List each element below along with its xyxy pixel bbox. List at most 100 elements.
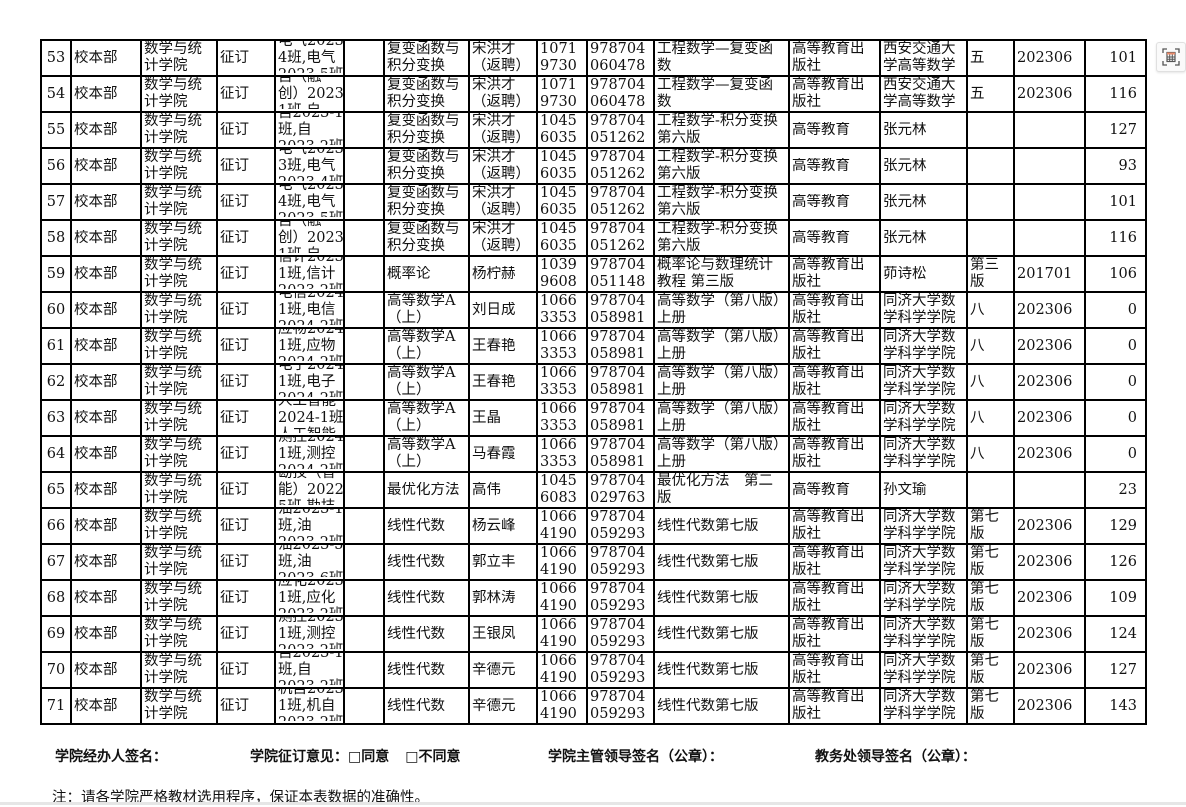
course-code-cell-text: 106641903 <box>540 617 577 650</box>
campus-cell: 校本部 <box>70 147 142 185</box>
author-cell: 同济大学数学科学学院 <box>879 399 968 437</box>
publish-date-cell: 202306 <box>1013 363 1086 401</box>
edition-cell: 第七版 <box>966 687 1015 725</box>
publish-date-cell-text: 201701 <box>1017 265 1073 282</box>
isbn-cell-text: 9787040592931 <box>590 653 646 686</box>
course-cell: 复变函数与积分变换 <box>383 219 470 257</box>
quantity-cell-text: 116 <box>1109 85 1137 102</box>
edition-cell-text: 第七版 <box>970 689 999 722</box>
class-line: 2023-2班 <box>278 535 343 541</box>
college-cell: 数学与统计学院 <box>140 363 218 401</box>
publisher-cell: 高等教育出版社 <box>788 255 881 293</box>
college-cell: 数学与统计学院 <box>140 651 218 689</box>
row-number-text: 53 <box>46 49 66 66</box>
row-number-text: 70 <box>46 661 66 678</box>
edition-cell-text: 五 <box>970 49 985 66</box>
class-cell: 自（融创）2023-1班,自 <box>274 219 345 257</box>
edition-cell: 第七版 <box>966 651 1015 689</box>
author-cell: 孙文瑜 <box>879 471 968 509</box>
publish-date-cell: 202306 <box>1013 291 1086 329</box>
book-title-cell-text: 线性代数第七版 <box>657 553 759 570</box>
order-type-cell: 征订 <box>216 363 276 401</box>
course-cell-text: 概率论 <box>387 265 431 282</box>
order-type-cell-text: 征订 <box>220 517 249 534</box>
publish-date-cell-text: 202306 <box>1017 301 1073 318</box>
table-row: 63校本部数学与统计学院征订人工智能2024-1班,人工智能高等数学A（上）王晶… <box>40 399 1147 437</box>
class-line: 人工智能 <box>278 401 336 409</box>
edition-cell: 五 <box>966 39 1015 77</box>
campus-cell: 校本部 <box>70 579 142 617</box>
course-cell-text: 复变函数与积分变换 <box>387 113 460 146</box>
campus-cell-text: 校本部 <box>74 85 118 102</box>
table-row: 60 校本部 数学与统计学院 征订 电信2024-1班,电信2024-2班 高等数学A（上… <box>40 291 1147 329</box>
course-code-cell-text: 104560354 <box>540 149 577 182</box>
order-type-cell-text: 征订 <box>220 337 249 354</box>
book-title-cell: 最优化方法 第二版 <box>653 471 790 509</box>
campus-cell-text: 校本部 <box>74 373 118 390</box>
edition-cell-text: 第七版 <box>970 617 999 650</box>
publisher-cell: 高等教育 <box>788 219 881 257</box>
order-type-cell: 征订 <box>216 183 276 221</box>
publisher-cell-text: 高等教育 <box>792 121 850 138</box>
blank-cell <box>343 75 385 113</box>
publish-date-cell <box>1013 147 1086 185</box>
isbn-cell-text: 9787040512625 <box>590 113 646 146</box>
isbn-cell: 9787040589818 <box>586 291 655 329</box>
class-line: 电子2024- <box>278 365 343 373</box>
campus-cell-text: 校本部 <box>74 265 118 282</box>
course-cell-text: 线性代数 <box>387 517 445 534</box>
course-cell-text: 复变函数与积分变换 <box>387 77 460 110</box>
course-code-cell: 106641903 <box>536 651 588 689</box>
row-number: 53 <box>40 39 72 77</box>
publisher-cell: 高等教育出版社 <box>788 687 881 725</box>
table-view-button[interactable] <box>1156 42 1186 72</box>
edition-cell-text: 五 <box>970 85 985 102</box>
teacher-cell-text: 郭林涛 <box>472 589 516 606</box>
course-cell-text: 复变函数与积分变换 <box>387 149 460 182</box>
book-title-cell: 线性代数第七版 <box>653 543 790 581</box>
campus-cell: 校本部 <box>70 363 142 401</box>
class-cell: 电气2023-3班,电气2023-4班 <box>274 147 345 185</box>
isbn-cell: 9787040589818 <box>586 327 655 365</box>
order-type-cell-text: 征订 <box>220 229 249 246</box>
class-line: 信计2023- <box>278 257 343 265</box>
quantity-cell: 129 <box>1084 507 1147 545</box>
isbn-cell: 9787040512625 <box>586 147 655 185</box>
course-code-cell-text: 104560354 <box>540 185 577 218</box>
edition-cell-text: 第七版 <box>970 509 999 542</box>
teacher-cell: 杨柠赫 <box>468 255 538 293</box>
quantity-cell-text: 101 <box>1109 49 1137 66</box>
order-type-cell-text: 征订 <box>220 49 249 66</box>
college-cell: 数学与统计学院 <box>140 543 218 581</box>
book-title-cell: 工程数学-积分变换 第六版 <box>653 147 790 185</box>
edition-cell <box>966 219 1015 257</box>
class-cell: 应化2023-1班,应化2023-2班 <box>274 579 345 617</box>
isbn-cell-text: 9787040589818 <box>590 329 646 362</box>
blank-cell <box>343 255 385 293</box>
isbn-cell: 9787040592931 <box>586 579 655 617</box>
author-cell-text: 同济大学数学科学学院 <box>883 293 956 326</box>
teacher-cell: 宋洪才（返聘） <box>468 183 538 221</box>
blank-cell <box>343 147 385 185</box>
book-title-cell: 高等数学（第八版）上册 <box>653 399 790 437</box>
class-line: 班,自 <box>278 122 312 138</box>
blank-cell <box>343 471 385 509</box>
quantity-cell-text: 129 <box>1109 517 1137 534</box>
row-number-text: 55 <box>46 121 66 138</box>
college-cell-text: 数学与统计学院 <box>144 401 202 434</box>
row-number: 70 <box>40 651 72 689</box>
author-cell-text: 西安交通大学高等数学 <box>883 77 956 110</box>
course-cell-text: 线性代数 <box>387 625 445 642</box>
book-title-cell-text: 高等数学（第八版）上册 <box>657 365 781 398</box>
publisher-cell-text: 高等教育 <box>792 481 850 498</box>
publisher-cell: 高等教育 <box>788 111 881 149</box>
college-cell-text: 数学与统计学院 <box>144 329 202 362</box>
opinion-label: 学院征订意见： <box>250 749 348 765</box>
course-code-cell: 106641903 <box>536 579 588 617</box>
table-row: 62 校本部 数学与统计学院 征订 电子2024-1班,电子2024-2班 高等数学A（上… <box>40 363 1147 401</box>
row-number: 61 <box>40 327 72 365</box>
course-cell-text: 线性代数 <box>387 589 445 606</box>
class-line: 2024-2班 <box>278 463 343 469</box>
quantity-cell: 93 <box>1084 147 1147 185</box>
class-line: 2024-2班 <box>278 355 343 361</box>
